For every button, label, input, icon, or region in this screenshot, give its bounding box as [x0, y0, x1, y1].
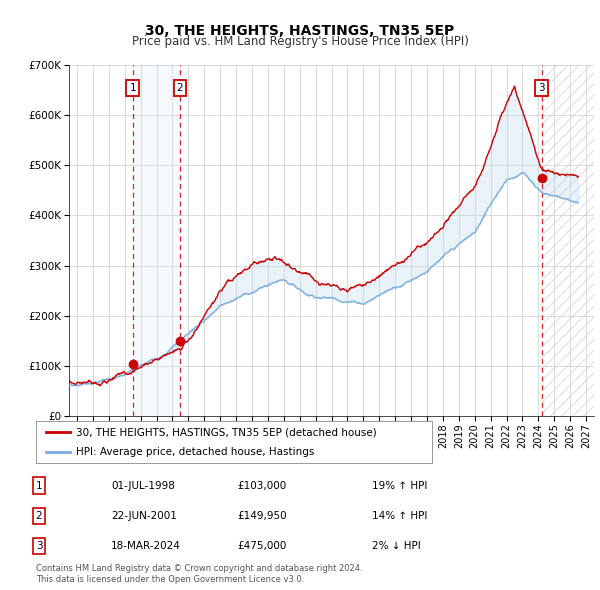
Text: 14% ↑ HPI: 14% ↑ HPI [372, 511, 427, 521]
Text: Price paid vs. HM Land Registry's House Price Index (HPI): Price paid vs. HM Land Registry's House … [131, 35, 469, 48]
Text: £103,000: £103,000 [237, 481, 286, 490]
Text: 3: 3 [538, 83, 545, 93]
Text: £149,950: £149,950 [237, 511, 287, 521]
Text: 1: 1 [35, 481, 43, 490]
Text: 01-JUL-1998: 01-JUL-1998 [111, 481, 175, 490]
Text: 3: 3 [35, 541, 43, 551]
Text: 2: 2 [35, 511, 43, 521]
Text: 2: 2 [176, 83, 183, 93]
Text: 30, THE HEIGHTS, HASTINGS, TN35 5EP (detached house): 30, THE HEIGHTS, HASTINGS, TN35 5EP (det… [76, 427, 376, 437]
Text: 19% ↑ HPI: 19% ↑ HPI [372, 481, 427, 490]
Text: 18-MAR-2024: 18-MAR-2024 [111, 541, 181, 551]
Text: 30, THE HEIGHTS, HASTINGS, TN35 5EP: 30, THE HEIGHTS, HASTINGS, TN35 5EP [145, 24, 455, 38]
Text: £475,000: £475,000 [237, 541, 286, 551]
Text: 1: 1 [130, 83, 136, 93]
Text: 2% ↓ HPI: 2% ↓ HPI [372, 541, 421, 551]
Text: This data is licensed under the Open Government Licence v3.0.: This data is licensed under the Open Gov… [36, 575, 304, 584]
Bar [133, 65, 180, 416]
Text: Contains HM Land Registry data © Crown copyright and database right 2024.: Contains HM Land Registry data © Crown c… [36, 565, 362, 573]
Bar [542, 65, 594, 416]
Text: 22-JUN-2001: 22-JUN-2001 [111, 511, 177, 521]
Text: HPI: Average price, detached house, Hastings: HPI: Average price, detached house, Hast… [76, 447, 314, 457]
